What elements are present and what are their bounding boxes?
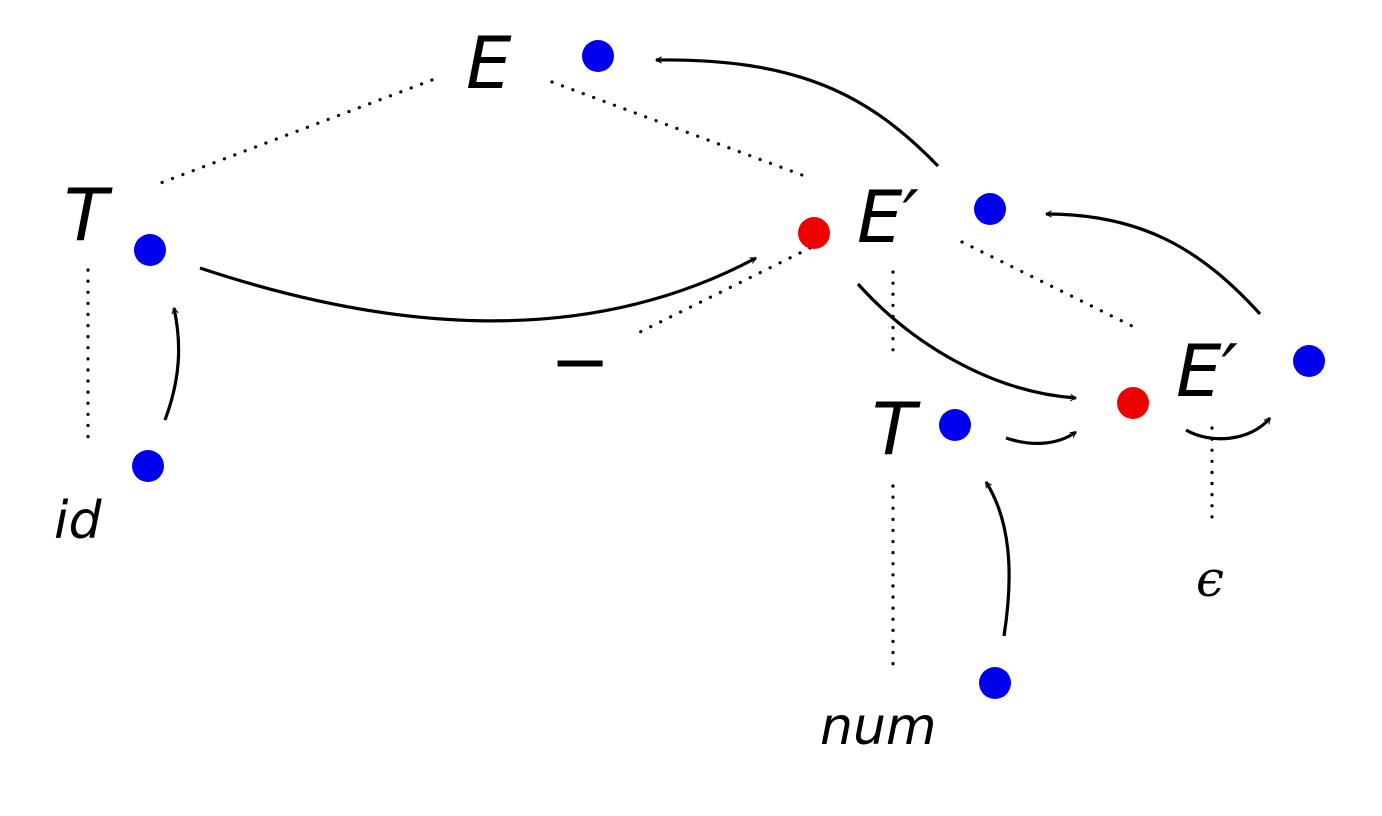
edge-E-T — [156, 78, 434, 186]
dot-Eprime-right-syn — [1293, 345, 1325, 377]
dot-Eprime-right-inh — [1117, 387, 1149, 419]
label-Eprime-mid: E′ — [857, 175, 919, 259]
arrow-Eprime-inh-to-Eprime-inh — [856, 282, 1078, 402]
label-Eprime-right: E′ — [1176, 329, 1238, 413]
attribute-dots — [132, 40, 1325, 699]
arrow-id-to-T — [163, 306, 181, 421]
arrow-epsilon-to-Eprime — [1185, 416, 1272, 441]
dot-Eprime-mid-syn — [974, 193, 1006, 225]
dot-E-syn — [582, 40, 614, 72]
arrow-T-to-Eprime-inh — [199, 256, 757, 323]
edge-Eprime-Eprime — [960, 240, 1134, 328]
dot-Eprime-mid-inh — [798, 217, 830, 249]
node-labels: E T id − E′ T num E′ ϵ — [54, 21, 1238, 757]
dependency-arrows — [163, 56, 1272, 637]
arrow-num-to-T — [984, 481, 1011, 637]
edge-E-Eprime — [550, 80, 812, 180]
dot-T-right-syn — [939, 409, 971, 441]
tree-edges — [86, 78, 1214, 672]
label-num: num — [820, 697, 937, 757]
label-E-root: E — [466, 21, 512, 105]
arrow-Eprime-to-E — [654, 56, 940, 168]
dot-T-left-syn — [134, 234, 166, 266]
label-epsilon: ϵ — [1196, 550, 1224, 608]
label-minus: − — [550, 319, 610, 403]
arrow-T-to-Eprime-inh-right — [1005, 430, 1077, 445]
label-id: id — [54, 491, 102, 551]
arrow-Eprime-syn-to-Eprime-syn — [1044, 210, 1262, 316]
dot-id-syn — [132, 450, 164, 482]
dot-num-syn — [979, 667, 1011, 699]
edge-Eprime-minus — [638, 246, 812, 334]
label-T-left: T — [64, 173, 113, 257]
label-T-right: T — [872, 387, 921, 471]
